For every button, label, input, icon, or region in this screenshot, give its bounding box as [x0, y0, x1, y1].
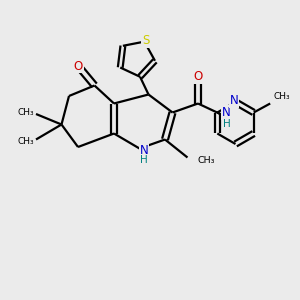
Text: N: N — [140, 143, 148, 157]
Text: O: O — [74, 59, 82, 73]
Text: H: H — [140, 155, 148, 165]
Text: CH₃: CH₃ — [18, 136, 34, 146]
Text: CH₃: CH₃ — [197, 156, 214, 165]
Text: CH₃: CH₃ — [18, 108, 34, 117]
Text: N: N — [230, 94, 238, 107]
Text: N: N — [222, 106, 231, 119]
Text: S: S — [142, 34, 149, 46]
Text: CH₃: CH₃ — [274, 92, 290, 101]
Text: H: H — [223, 119, 230, 130]
Text: O: O — [194, 70, 202, 83]
